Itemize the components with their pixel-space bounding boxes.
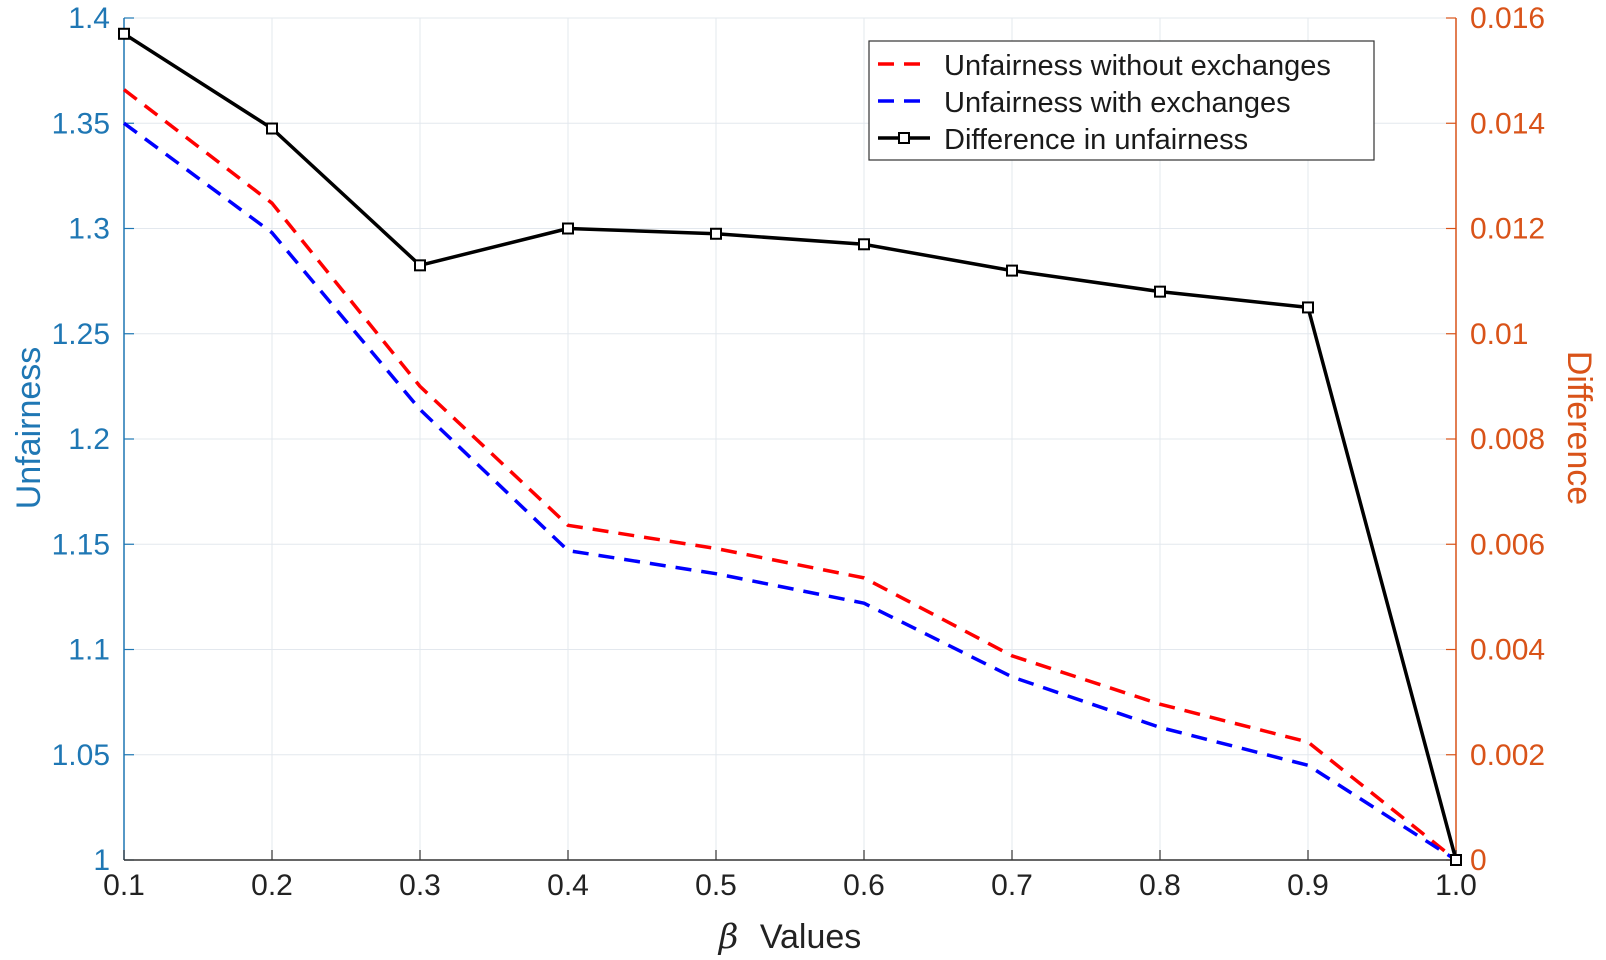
series-marker-2 [1006, 264, 1018, 277]
series-line-0 [122, 88, 1458, 862]
x-tick-label: 1.0 [1435, 869, 1477, 902]
left-y-tick-label: 1 [93, 844, 110, 877]
x-tick-label: 0.2 [251, 869, 293, 902]
legend: Unfairness without exchanges Unfairness … [868, 40, 1375, 161]
x-axis-label-symbol: β [717, 917, 739, 957]
series-marker-2 [858, 238, 870, 251]
series-marker-2 [118, 27, 130, 40]
x-tick-label: 0.5 [695, 869, 737, 902]
right-y-tick-label: 0.002 [1470, 739, 1545, 772]
left-y-tick-label: 1.15 [52, 528, 110, 561]
x-axis: 0.1 0.2 0.3 0.4 0.5 0.6 0.7 0.8 0.9 1.0 [103, 850, 1477, 902]
series-layer [118, 27, 1462, 866]
left-y-tick-label: 1.4 [68, 2, 110, 35]
left-y-tick-label: 1.25 [52, 318, 110, 351]
left-y-tick-label: 1.2 [68, 423, 110, 456]
y-axis-label-left: Unfairness [10, 347, 48, 510]
right-y-tick-label: 0.006 [1470, 528, 1545, 561]
right-y-tick-label: 0.01 [1470, 318, 1528, 351]
left-y-axis: 1 1.05 1.1 1.15 1.2 1.25 1.3 1.35 1.4 [52, 2, 134, 877]
x-tick-label: 0.6 [843, 869, 885, 902]
right-y-tick-label: 0.004 [1470, 634, 1545, 667]
legend-box [868, 40, 1375, 161]
legend-label-difference: Difference in unfairness [944, 124, 1248, 156]
x-tick-label: 0.8 [1139, 869, 1181, 902]
right-y-tick-label: 0 [1470, 844, 1487, 877]
right-y-tick-label: 0.012 [1470, 213, 1545, 246]
series-line-2 [123, 32, 1458, 861]
left-y-tick-label: 1.05 [52, 739, 110, 772]
right-y-tick-label: 0.014 [1470, 107, 1545, 140]
legend-label-with-exchanges: Unfairness with exchanges [944, 87, 1291, 119]
legend-label-without-exchanges: Unfairness without exchanges [944, 50, 1331, 82]
series-marker-2 [1450, 854, 1462, 866]
x-axis-label: β Values [717, 917, 862, 957]
series-marker-2 [266, 122, 278, 135]
right-y-axis: 0 0.002 0.004 0.006 0.008 0.01 0.012 0.014 0.016 [1446, 2, 1545, 877]
series-marker-2 [1154, 285, 1166, 298]
right-y-tick-label: 0.008 [1470, 423, 1545, 456]
y-axis-label-right: Difference [1560, 351, 1598, 505]
series-marker-2 [562, 222, 574, 235]
x-axis-label-text: Values [760, 918, 861, 956]
left-y-tick-label: 1.3 [68, 213, 110, 246]
x-tick-label: 0.7 [991, 869, 1033, 902]
series-line-1 [122, 121, 1457, 862]
right-y-tick-label: 0.016 [1470, 2, 1545, 35]
series-marker-2 [414, 259, 426, 272]
x-tick-label: 0.3 [399, 869, 441, 902]
legend-marker-difference [898, 132, 910, 144]
x-tick-label: 0.4 [547, 869, 589, 902]
series-marker-2 [710, 227, 722, 240]
x-tick-label: 0.9 [1287, 869, 1329, 902]
left-y-tick-label: 1.35 [52, 107, 110, 140]
series-marker-2 [1302, 301, 1314, 314]
left-y-tick-label: 1.1 [68, 634, 110, 667]
x-tick-label: 0.1 [103, 869, 145, 902]
